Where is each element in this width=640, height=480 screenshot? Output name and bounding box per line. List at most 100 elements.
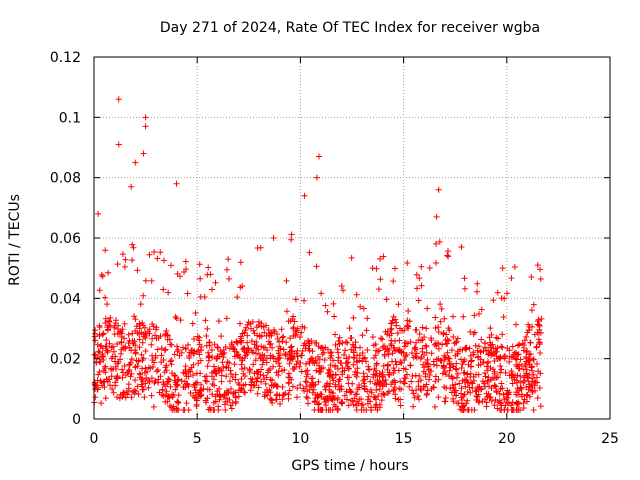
data-point	[131, 338, 138, 345]
data-point	[472, 388, 479, 395]
data-point	[354, 386, 361, 393]
data-point	[536, 385, 543, 392]
data-point	[521, 377, 528, 384]
data-point	[509, 399, 516, 406]
y-tick-label: 0.12	[50, 50, 81, 66]
data-point	[108, 344, 115, 351]
data-point	[372, 341, 379, 348]
data-point	[253, 324, 260, 331]
data-point	[162, 382, 169, 389]
data-point	[421, 334, 428, 341]
data-point	[162, 330, 169, 337]
data-point	[243, 349, 250, 356]
data-point	[417, 355, 424, 362]
data-point	[523, 366, 530, 373]
data-point	[260, 344, 267, 351]
data-point	[153, 326, 160, 333]
data-point	[160, 286, 167, 293]
data-point	[205, 349, 212, 356]
data-point	[98, 382, 105, 389]
data-point	[350, 401, 357, 408]
data-point	[220, 346, 227, 353]
data-point	[453, 374, 460, 381]
data-point	[413, 387, 420, 394]
data-point	[103, 336, 110, 343]
data-point	[192, 310, 199, 317]
data-point	[275, 360, 282, 367]
data-point	[136, 325, 143, 332]
y-tick-label: 0.06	[50, 231, 81, 247]
data-point	[497, 369, 504, 376]
data-point	[319, 351, 326, 358]
data-point	[412, 326, 419, 333]
data-point	[102, 247, 109, 254]
data-point	[398, 327, 405, 334]
data-point	[439, 370, 446, 377]
data-point	[263, 355, 270, 362]
data-point	[104, 347, 111, 354]
data-point	[364, 396, 371, 403]
data-point	[208, 286, 215, 293]
data-point	[477, 349, 484, 356]
data-point	[244, 339, 251, 346]
data-point	[126, 344, 133, 351]
data-point	[336, 383, 343, 390]
data-point	[508, 275, 515, 282]
data-point	[282, 352, 289, 359]
data-point	[330, 300, 337, 307]
data-point	[121, 263, 128, 270]
data-point	[226, 275, 233, 282]
data-point	[419, 348, 426, 355]
data-point	[131, 387, 138, 394]
data-point	[426, 371, 433, 378]
data-point	[392, 391, 399, 398]
data-point	[180, 344, 187, 351]
data-point	[470, 330, 477, 337]
data-point	[431, 341, 438, 348]
data-point	[322, 386, 329, 393]
data-point	[494, 405, 501, 412]
data-point	[145, 364, 152, 371]
data-point	[525, 374, 532, 381]
data-point	[522, 372, 529, 379]
data-point	[182, 266, 189, 273]
data-point	[422, 342, 429, 349]
data-point	[233, 349, 240, 356]
data-point	[490, 366, 497, 373]
data-point	[464, 397, 471, 404]
data-point	[504, 290, 511, 297]
data-point	[126, 361, 133, 368]
data-point	[415, 297, 422, 304]
data-point	[125, 385, 132, 392]
data-point	[281, 367, 288, 374]
data-point	[102, 319, 109, 326]
data-point	[286, 387, 293, 394]
data-point	[353, 373, 360, 380]
data-point	[341, 392, 348, 399]
data-point	[478, 336, 485, 343]
data-point	[526, 393, 533, 400]
data-point	[321, 398, 328, 405]
data-point	[338, 386, 345, 393]
data-point	[173, 180, 180, 187]
data-point	[498, 343, 505, 350]
data-point	[445, 355, 452, 362]
data-point	[237, 259, 244, 266]
data-point	[474, 347, 481, 354]
y-axis-label: ROTI / TECUs	[7, 194, 23, 286]
data-point	[203, 378, 210, 385]
data-point	[104, 326, 111, 333]
data-point	[212, 398, 219, 405]
data-point	[164, 336, 171, 343]
data-point	[239, 355, 246, 362]
data-point	[498, 380, 505, 387]
data-point	[518, 393, 525, 400]
data-point	[460, 313, 467, 320]
data-point	[213, 368, 220, 375]
data-point	[279, 384, 286, 391]
data-point	[119, 374, 126, 381]
data-point	[203, 373, 210, 380]
data-point	[417, 385, 424, 392]
data-point	[479, 378, 486, 385]
data-point	[365, 363, 372, 370]
